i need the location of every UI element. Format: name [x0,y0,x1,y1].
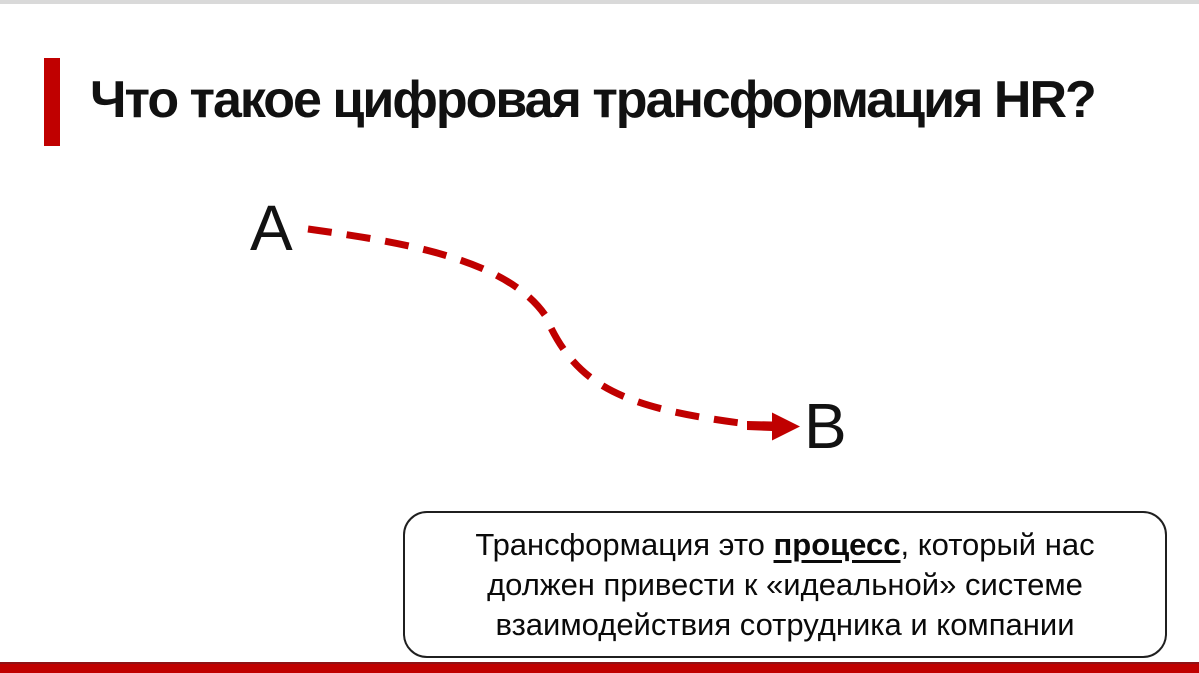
top-edge-strip [0,0,1199,4]
callout-box: Трансформация это процесс, который нас д… [403,511,1167,658]
point-b-label: B [804,390,847,462]
callout-line-3: взаимодействия сотрудника и компании [495,606,1075,642]
dashed-curve-path [307,225,749,428]
callout-line-1: Трансформация это процесс, который нас [405,525,1165,565]
slide-title: Что такое цифровая трансформация HR? [90,71,1097,129]
callout-line-1-post: , который нас [900,526,1095,562]
title-accent-bar [44,58,60,146]
point-a-label: A [250,192,293,264]
callout-line-2: должен привести к «идеальной» системе [487,566,1083,602]
callout-emphasis-word: процесс [773,526,901,562]
bottom-accent-bar [0,662,1199,673]
callout-line-1-pre: Трансформация это [475,526,774,562]
arrowhead-icon [747,412,800,441]
